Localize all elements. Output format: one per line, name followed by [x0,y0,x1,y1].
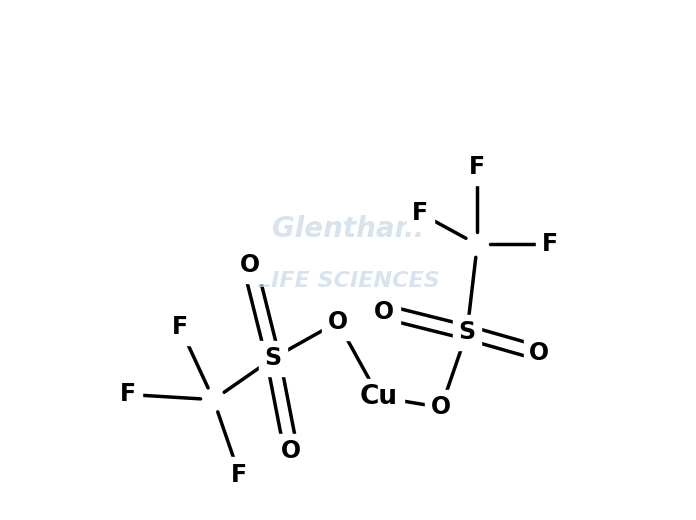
Text: O: O [530,341,549,365]
Text: F: F [231,463,248,487]
Text: O: O [239,253,260,277]
Text: O: O [374,300,394,324]
Text: S: S [459,320,475,344]
Text: O: O [281,439,301,463]
Text: F: F [172,315,188,339]
Text: O: O [328,310,348,334]
Text: F: F [541,232,557,256]
Text: Cu: Cu [360,384,398,410]
Text: Glentham: Glentham [272,215,424,243]
Text: F: F [412,201,429,226]
Text: F: F [120,383,136,407]
Text: LIFE SCIENCES: LIFE SCIENCES [257,271,439,291]
Text: F: F [469,155,485,179]
Text: S: S [264,346,282,370]
Text: O: O [431,395,451,420]
